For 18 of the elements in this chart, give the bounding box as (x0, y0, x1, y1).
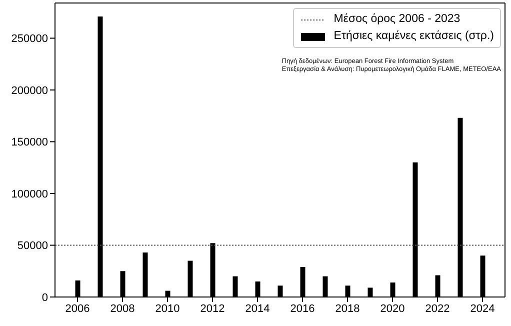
x-tick-label: 2010 (155, 302, 180, 315)
x-tick-label: 2008 (110, 302, 135, 315)
x-tick-label: 2018 (335, 302, 360, 315)
y-tick-label: 250000 (11, 33, 48, 46)
x-tick-label: 2024 (470, 302, 495, 315)
x-tick-label: 2022 (425, 302, 450, 315)
y-tick-label: 150000 (11, 136, 48, 149)
y-tick-label: 100000 (11, 188, 48, 200)
legend-label: Μέσος όρος 2006 - 2023 (334, 12, 460, 27)
y-tick-label: 0 (42, 292, 48, 304)
x-tick-label: 2020 (380, 302, 405, 315)
x-tick-label: 2014 (245, 302, 270, 315)
x-tick-label: 2016 (290, 302, 315, 315)
y-tick-label: 200000 (11, 84, 48, 97)
x-tick-label: 2012 (200, 302, 225, 315)
y-tick-label: 50000 (17, 240, 48, 252)
x-tick-label: 2006 (65, 302, 90, 315)
legend-label: Ετήσιες καμένες εκτάσεις (στρ.) (334, 29, 494, 44)
